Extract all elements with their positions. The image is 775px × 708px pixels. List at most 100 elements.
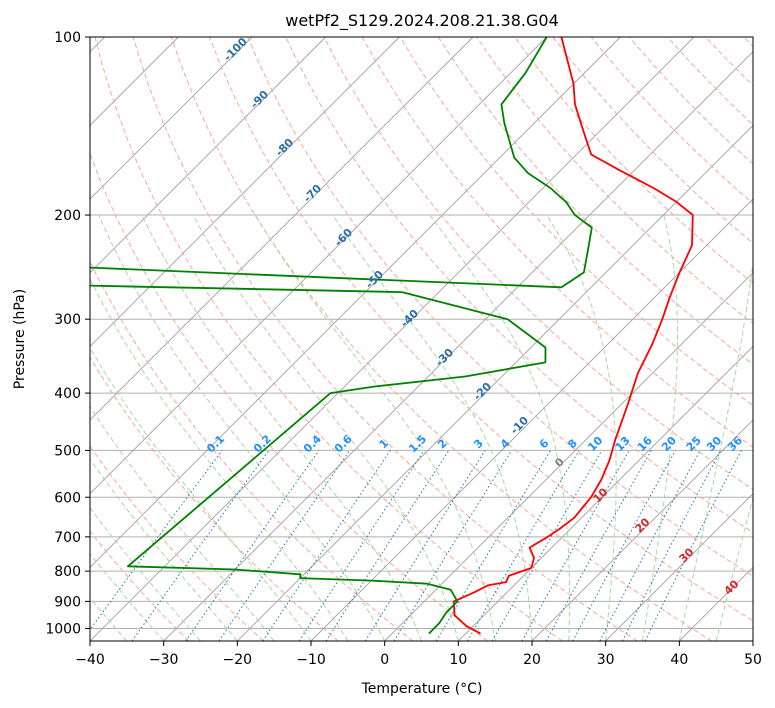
isotherm-line [752, 640, 753, 641]
mixing-ratio-label: 8 [565, 437, 580, 452]
y-tick-label: 400 [54, 386, 81, 402]
x-tick-label: 10 [449, 652, 467, 668]
dry-adiabat-line [323, 37, 753, 491]
dry-adiabat-label: -60 [332, 226, 355, 249]
mixing-ratio-label: 4 [498, 436, 513, 451]
dry-adiabat-label: -100 [221, 35, 250, 64]
dry-adiabat-line [437, 37, 753, 365]
mixing-ratio-line [599, 450, 701, 641]
mixing-ratio-line [90, 450, 223, 631]
mixing-ratio-label: 1.5 [406, 432, 429, 455]
moist-adiabat-line [715, 496, 753, 641]
dry-adiabat-line [705, 37, 753, 87]
isotherm-line [163, 51, 753, 641]
moist-adiabat-line [90, 405, 275, 641]
mixing-ratio-label: 1 [377, 437, 392, 452]
dry-adiabat-line [90, 152, 488, 641]
isotherm-line [90, 37, 326, 274]
x-tick-label: 50 [744, 652, 762, 668]
y-tick-label: 900 [54, 594, 81, 610]
mixing-ratio-label: 0.1 [204, 432, 227, 455]
mixing-ratio-line [621, 450, 722, 641]
mixing-ratio-label: 0.6 [332, 432, 355, 455]
moist-adiabat-line [90, 458, 238, 641]
dry-adiabat-label: -80 [273, 136, 296, 159]
mixing-ratio-line [545, 450, 652, 641]
mixing-ratio-line [298, 450, 425, 641]
chart-title: wetPf2_S129.2024.208.21.38.G04 [285, 11, 559, 31]
moist-adiabat-line [192, 214, 459, 641]
y-tick-label: 200 [54, 208, 81, 224]
y-tick-label: 500 [54, 443, 81, 459]
x-tick-label: 0 [380, 652, 389, 668]
moist-adiabat-label: 20 [633, 515, 653, 535]
dewpoint-line [90, 37, 593, 635]
mixing-ratio-label: 25 [684, 434, 704, 454]
moist-adiabat-label: 40 [722, 577, 742, 597]
dry-adiabat-label: -50 [363, 268, 386, 291]
y-axis-ticks: 100 200 300 400 500 600 700 800 900 1000 [45, 30, 90, 637]
x-tick-label: 30 [597, 652, 615, 668]
dry-adiabat-label: -30 [433, 346, 456, 369]
mixing-ratio-line [521, 450, 630, 641]
dry-adiabat-line [170, 37, 712, 641]
x-tick-label: −30 [149, 652, 179, 668]
y-tick-label: 300 [54, 312, 81, 328]
mixing-ratio-line [262, 450, 391, 641]
x-tick-label: −10 [296, 652, 326, 668]
isotherm-line [237, 124, 753, 641]
y-tick-label: 1000 [45, 621, 81, 637]
y-tick-label: 100 [54, 30, 81, 46]
mixing-ratio-line [644, 450, 742, 641]
mixing-ratio-label: 2 [435, 437, 450, 452]
dry-adiabat-line [90, 445, 264, 641]
isotherm-line [679, 566, 753, 641]
mixing-ratio-label: 6 [537, 436, 552, 451]
dry-adiabat-line [132, 37, 638, 641]
mixing-ratio-line [467, 450, 580, 641]
dry-adiabat-label: -20 [471, 380, 494, 403]
isotherm-line [310, 198, 753, 641]
isotherm-line [90, 37, 253, 200]
isotherm-line [90, 37, 621, 568]
x-axis-ticks: −40 −30 −20 −10 0 10 20 30 40 50 [75, 641, 762, 668]
isotherm-line [531, 419, 753, 641]
y-axis-label: Pressure (hPa) [12, 289, 28, 389]
dry-adiabat-line [514, 37, 753, 284]
dry-adiabat-line [743, 37, 753, 48]
dry-adiabat-line [399, 37, 753, 407]
moist-adiabat-line [90, 346, 312, 641]
dry-adiabat-line [90, 356, 339, 641]
y-tick-label: 800 [54, 564, 81, 580]
mixing-ratio-line [131, 450, 270, 641]
moist-adiabat-line [98, 214, 386, 641]
mixing-ratio-label: 3 [471, 437, 486, 452]
dry-adiabat-line [90, 260, 414, 641]
moist-adiabat-line [642, 214, 678, 641]
x-tick-label: 40 [670, 652, 688, 668]
mixing-ratio-label: 0.4 [301, 432, 324, 455]
plot-frame [89, 36, 754, 642]
x-tick-label: 20 [523, 652, 541, 668]
isotherm-line [384, 272, 753, 641]
x-tick-label: −20 [223, 652, 253, 668]
mixing-ratio-line [393, 450, 513, 641]
dry-adiabat-line [94, 37, 563, 641]
y-tick-label: 700 [54, 530, 81, 546]
y-tick-label: 600 [54, 490, 81, 506]
mixing-ratio-label: 0.2 [251, 432, 274, 455]
moist-adiabat-line [546, 214, 617, 641]
dry-adiabat-label: -70 [301, 182, 324, 205]
moist-adiabat-label: 30 [677, 545, 697, 565]
moist-adiabat-line [141, 214, 422, 641]
dry-adiabat-label: -10 [508, 414, 531, 437]
x-axis-label: Temperature (°C) [361, 681, 483, 697]
mixing-ratio-line [185, 450, 320, 641]
isotherm-line [90, 37, 695, 641]
moist-adiabat-label: 10 [591, 485, 611, 505]
dry-adiabat-label: -90 [248, 88, 271, 111]
mixing-ratio-line [325, 450, 450, 641]
moist-adiabat-label: 0 [552, 455, 567, 470]
moist-adiabat-line [254, 214, 496, 641]
series-lines [90, 37, 694, 635]
